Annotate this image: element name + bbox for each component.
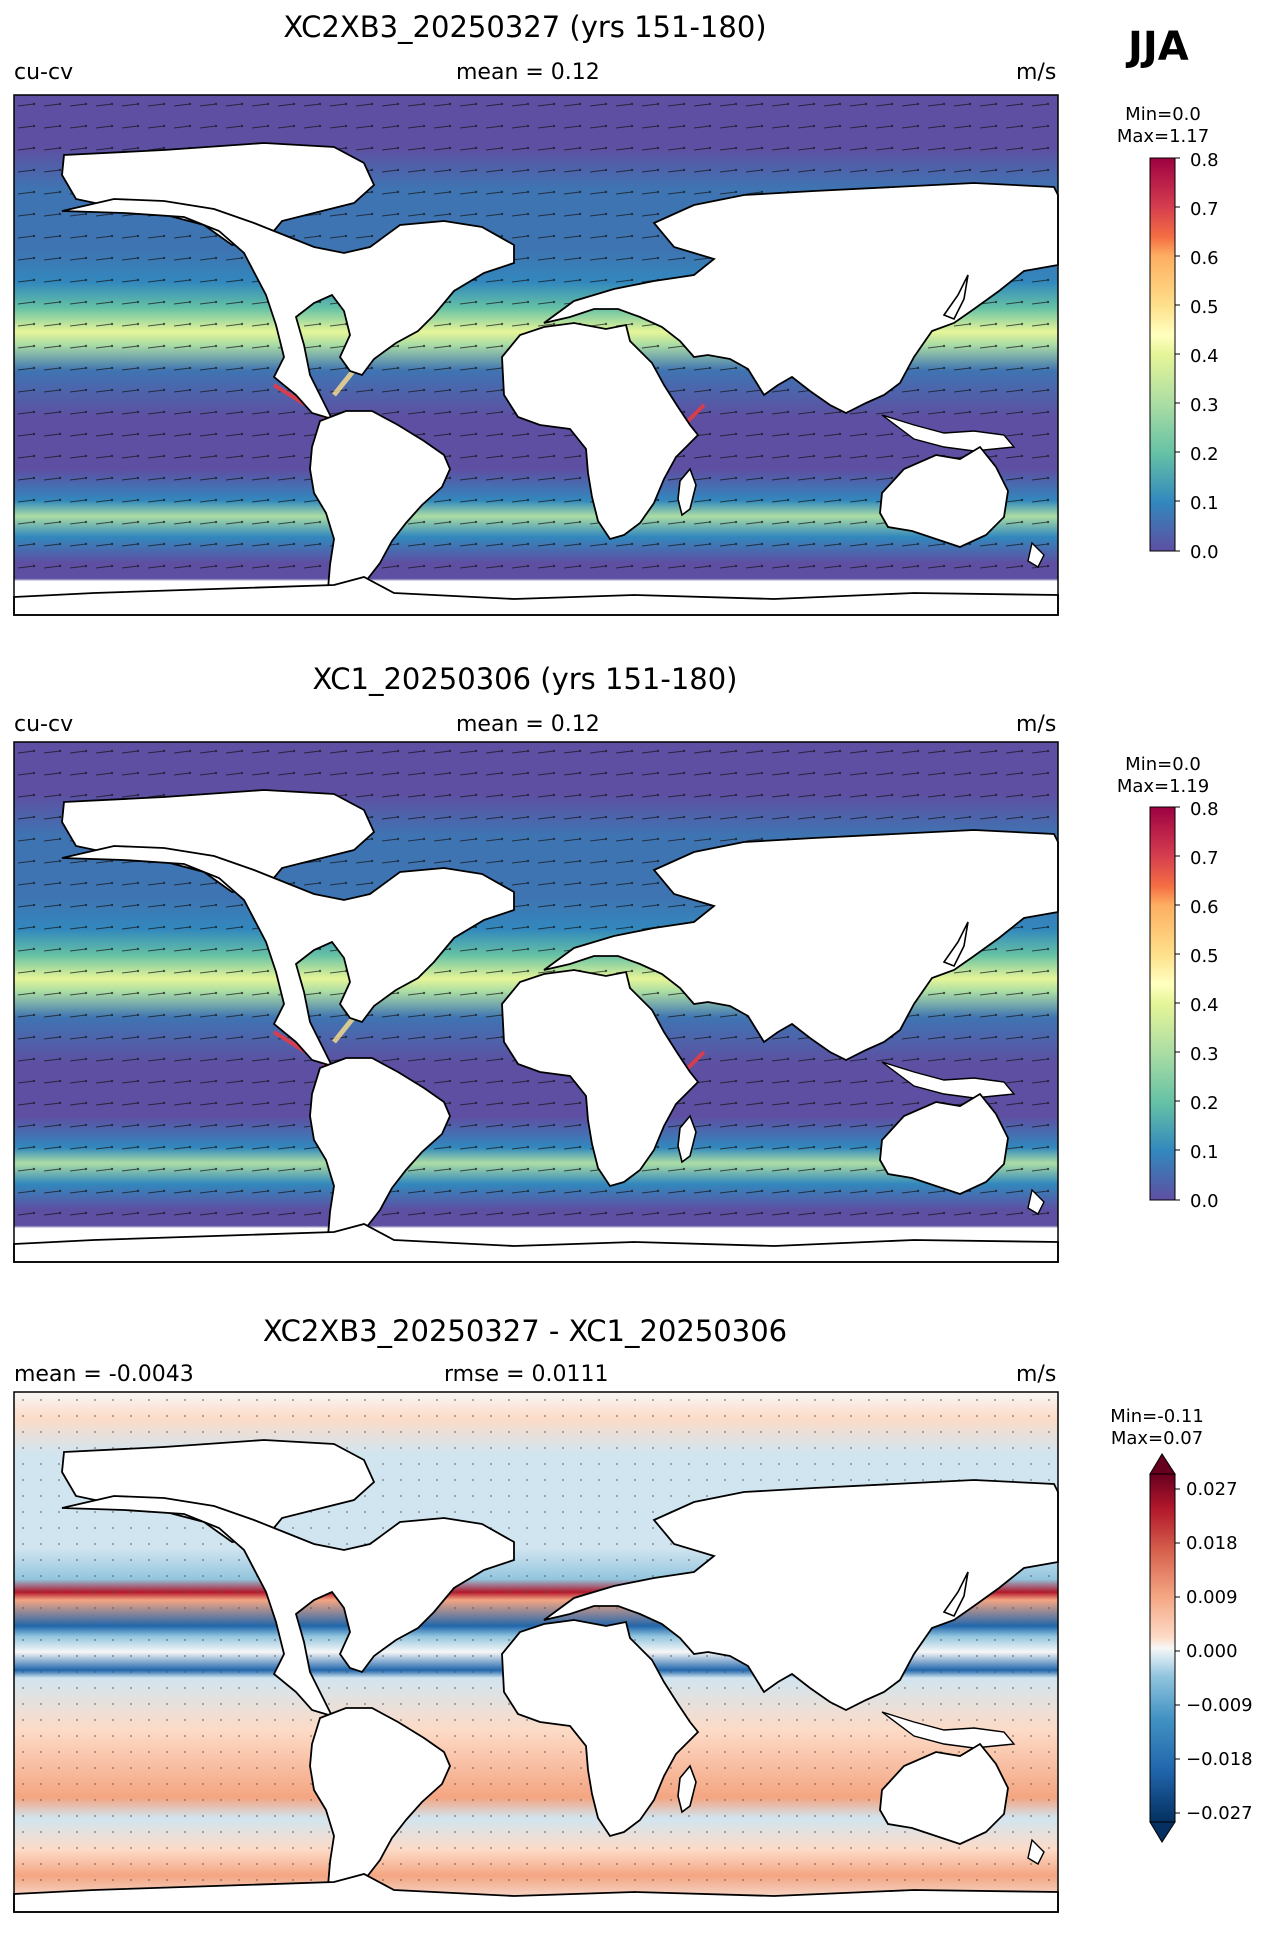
cb1-tick-label: 0.7 [1190, 199, 1219, 220]
cb1-tick-label: 0.0 [1190, 542, 1219, 563]
cb1-tick-label: 0.2 [1190, 444, 1219, 465]
panel3-rmse-label: rmse = 0.0111 [444, 1362, 609, 1387]
cb2-tick-label: 0.1 [1190, 1142, 1219, 1163]
panel1-min-text: Min=0.0 [1125, 104, 1201, 125]
colorbar-diff [1149, 1453, 1180, 1843]
cb2-tick-label: 0.3 [1190, 1044, 1219, 1065]
cb3-tick-label: −0.009 [1186, 1695, 1253, 1716]
cb2-tick-label: 0.7 [1190, 848, 1219, 869]
cb1-tick-label: 0.3 [1190, 395, 1219, 416]
panel2-map [13, 741, 1059, 1263]
panel3-max-text: Max=0.07 [1110, 1428, 1204, 1449]
cb3-tick-label: 0.018 [1186, 1533, 1238, 1554]
season-label: JJA [1128, 24, 1189, 70]
cb1-tick-label: 0.4 [1190, 346, 1219, 367]
cb2-tick-label: 0.4 [1190, 995, 1219, 1016]
panel1-map [13, 94, 1059, 616]
cb1-tick-label: 0.5 [1190, 297, 1219, 318]
cb2-tick-label: 0.2 [1190, 1093, 1219, 1114]
cb3-tick-label: 0.027 [1186, 1479, 1238, 1500]
cb3-tick-label: 0.009 [1186, 1587, 1238, 1608]
panel2-max-text: Max=1.19 [1116, 776, 1210, 797]
cb2-tick-label: 0.6 [1190, 897, 1219, 918]
panel3-mean-label: mean = -0.0043 [14, 1362, 194, 1387]
panel2-title: XC1_20250306 (yrs 151-180) [312, 662, 738, 696]
panel1-units-label: m/s [1016, 60, 1057, 85]
panel3-min-text: Min=-0.11 [1110, 1406, 1204, 1427]
cb1-tick-label: 0.8 [1190, 150, 1219, 171]
panel2-min-text: Min=0.0 [1125, 754, 1201, 775]
panel3-units-label: m/s [1016, 1362, 1057, 1387]
cb2-tick-label: 0.5 [1190, 946, 1219, 967]
panel1-title: XC2XB3_20250327 (yrs 151-180) [283, 10, 767, 44]
panel2-left-label: cu-cv [14, 712, 74, 737]
panel1-mean-label: mean = 0.12 [456, 60, 600, 85]
panel3-title: XC2XB3_20250327 - XC1_20250306 [262, 1314, 788, 1348]
cb1-tick-label: 0.6 [1190, 248, 1219, 269]
cb2-tick-label: 0.0 [1190, 1191, 1219, 1212]
cb3-tick-label: −0.018 [1186, 1749, 1253, 1770]
panel2-units-label: m/s [1016, 712, 1057, 737]
cb2-tick-label: 0.8 [1190, 799, 1219, 820]
colorbar-speed-1 [1149, 157, 1180, 552]
colorbar-speed-2 [1149, 806, 1180, 1201]
panel1-left-label: cu-cv [14, 60, 74, 85]
panel1-max-text: Max=1.17 [1116, 126, 1210, 147]
cb3-tick-label: 0.000 [1186, 1641, 1238, 1662]
cb1-tick-label: 0.1 [1190, 493, 1219, 514]
panel2-mean-label: mean = 0.12 [456, 712, 600, 737]
cb3-tick-label: −0.027 [1186, 1803, 1253, 1824]
panel3-map [13, 1391, 1059, 1913]
